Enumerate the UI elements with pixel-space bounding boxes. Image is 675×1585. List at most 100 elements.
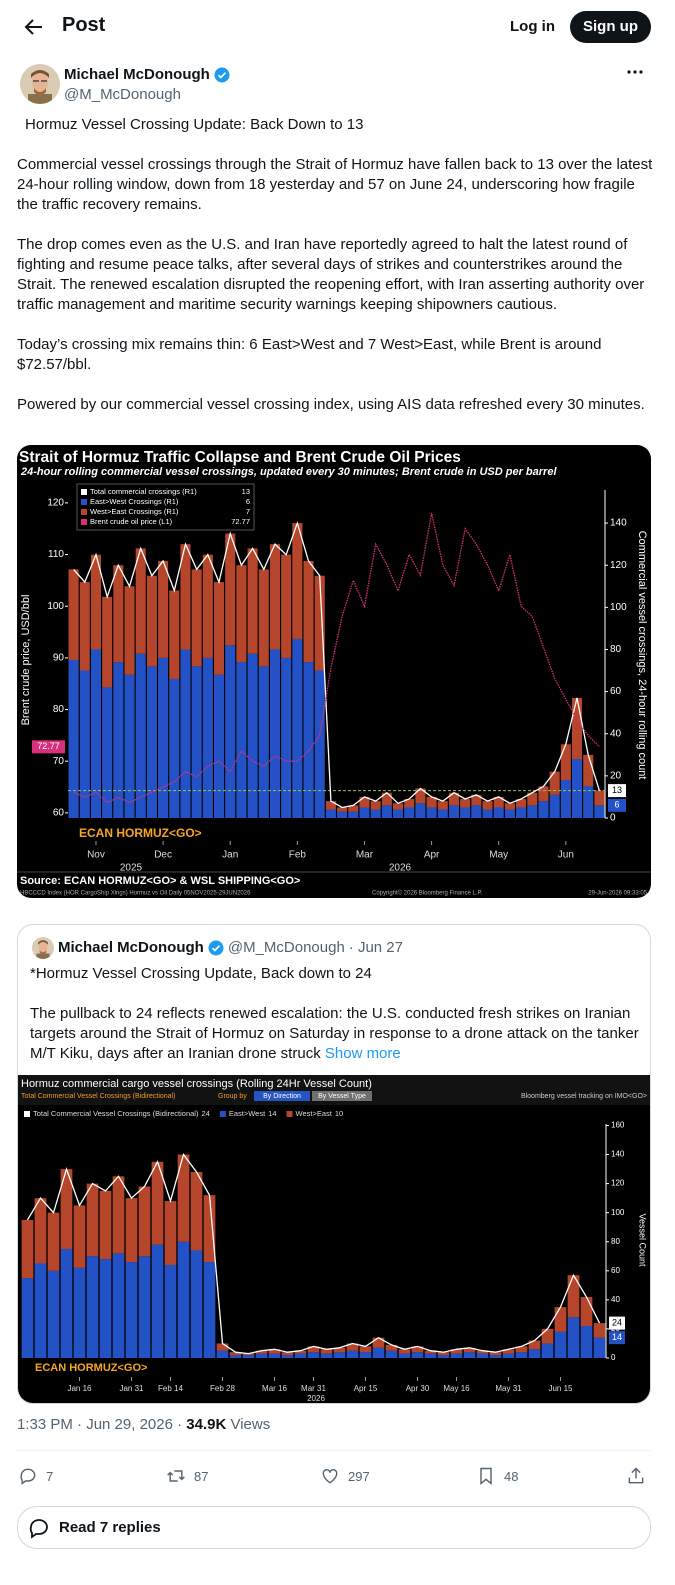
share-icon: [628, 1467, 644, 1484]
bar: [571, 697, 583, 760]
legend-swatch: [219, 1111, 226, 1117]
x-tick-label: Jun 15: [548, 1384, 573, 1393]
tweet-body: Hormuz Vessel Crossing Update: Back Down…: [17, 115, 653, 435]
bar: [112, 1176, 125, 1254]
bar: [528, 1340, 541, 1350]
legend-value: 10: [335, 1109, 343, 1118]
back-button[interactable]: [22, 15, 46, 39]
bar: [583, 754, 594, 787]
bar: [164, 1264, 177, 1358]
bar: [281, 554, 292, 658]
bar: [216, 1350, 229, 1358]
author-handle[interactable]: @M_McDonough: [64, 86, 181, 103]
bar: [73, 1267, 86, 1358]
like-button[interactable]: 297: [320, 1466, 370, 1486]
y2-axis-title: Commercial vessel crossings, 24-hour rol…: [636, 531, 648, 780]
bar: [268, 1349, 281, 1354]
reply-button[interactable]: 7: [18, 1466, 53, 1486]
group-option[interactable]: [254, 1091, 310, 1101]
group-option-label[interactable]: By Direction: [263, 1093, 301, 1100]
divider: [17, 1450, 651, 1451]
bar: [502, 1349, 515, 1354]
bar: [151, 1161, 164, 1245]
bar: [60, 1248, 73, 1358]
bar: [549, 794, 560, 818]
login-button[interactable]: Log in: [510, 18, 555, 35]
y-tick-label: 120: [610, 560, 627, 571]
bar: [460, 799, 471, 808]
bar: [370, 809, 381, 818]
chart-title: Strait of Hormuz Traffic Collapse and Br…: [19, 449, 461, 466]
quote-date: · Jun 27: [348, 939, 403, 956]
read-replies-label[interactable]: Read 7 replies: [59, 1519, 161, 1536]
avatar[interactable]: [20, 64, 60, 104]
bar: [236, 662, 247, 818]
group-option[interactable]: [312, 1091, 372, 1101]
bar: [333, 1352, 346, 1358]
bar: [346, 1343, 359, 1351]
bar: [560, 744, 571, 781]
bar: [216, 1343, 229, 1351]
bar: [404, 799, 415, 808]
post-meta: 1:33 PM · Jun 29, 2026 · 34.9K Views: [17, 1416, 270, 1433]
bar: [359, 1346, 372, 1353]
value-box: [609, 1316, 625, 1330]
bar: [99, 1259, 112, 1358]
value-label: 24: [612, 1317, 622, 1327]
legend-label: Total Commercial Vessel Crossings (Bidir…: [33, 1109, 199, 1118]
bar: [583, 786, 594, 818]
share-button[interactable]: [626, 1466, 646, 1486]
bar: [294, 1353, 307, 1358]
bar: [247, 548, 258, 654]
y-tick-label: 160: [611, 1121, 625, 1130]
bar: [348, 811, 359, 818]
bar: [190, 1250, 203, 1358]
x-tick-label: Jun: [558, 850, 574, 861]
show-more[interactable]: Show more: [324, 1045, 401, 1062]
group-option-label[interactable]: By Vessel Type: [318, 1093, 366, 1100]
bar: [476, 1350, 489, 1354]
legend-swatch: [81, 489, 87, 495]
bar: [255, 1353, 268, 1358]
tweet-paragraph: Powered by our commercial vessel crossin…: [17, 396, 645, 413]
bar: [169, 678, 180, 818]
bar: [281, 657, 292, 818]
bar: [541, 1328, 554, 1344]
bar: [307, 1346, 320, 1353]
bar: [34, 1263, 47, 1358]
bar: [593, 1323, 606, 1338]
legend-swatch: [81, 519, 87, 525]
verified-badge: [214, 67, 230, 82]
tweet-headline: Hormuz Vessel Crossing Update: Back Down…: [25, 116, 364, 133]
bar: [99, 1190, 112, 1260]
repost-button[interactable]: 87: [166, 1466, 208, 1486]
y-tick-label: 80: [611, 1237, 620, 1246]
legend-swatch: [81, 509, 87, 515]
y-tick-label: 140: [611, 1150, 625, 1159]
bar: [281, 1352, 294, 1356]
y-tick-label: 80: [610, 644, 622, 655]
chart-footer: 29-Jun-2026 09:33:05: [588, 891, 647, 897]
bar: [303, 560, 314, 663]
bar: [314, 670, 325, 818]
x-tick-label: May 31: [495, 1384, 522, 1393]
quote-tweet[interactable]: Michael McDonough @M_McDonough · Jun 27 …: [17, 924, 651, 1404]
signup-button[interactable]: Sign up: [570, 11, 651, 43]
bar: [225, 645, 236, 818]
bar: [381, 805, 392, 818]
value-box: [609, 1331, 625, 1345]
bar: [549, 771, 560, 795]
bar: [424, 1350, 437, 1354]
bookmark-button[interactable]: 48: [476, 1466, 518, 1486]
author-name-text[interactable]: Michael McDonough: [64, 66, 210, 83]
chart-image[interactable]: Strait of Hormuz Traffic Collapse and Br…: [17, 445, 651, 898]
bar: [554, 1307, 567, 1332]
bar: [320, 1353, 333, 1358]
read-replies-button[interactable]: Read 7 replies: [17, 1506, 651, 1549]
bar: [392, 803, 404, 810]
more-button[interactable]: [626, 66, 644, 78]
author-name[interactable]: Michael McDonough: [64, 66, 230, 83]
bar: [169, 590, 180, 679]
bar: [86, 1256, 99, 1358]
bar: [502, 1353, 515, 1358]
